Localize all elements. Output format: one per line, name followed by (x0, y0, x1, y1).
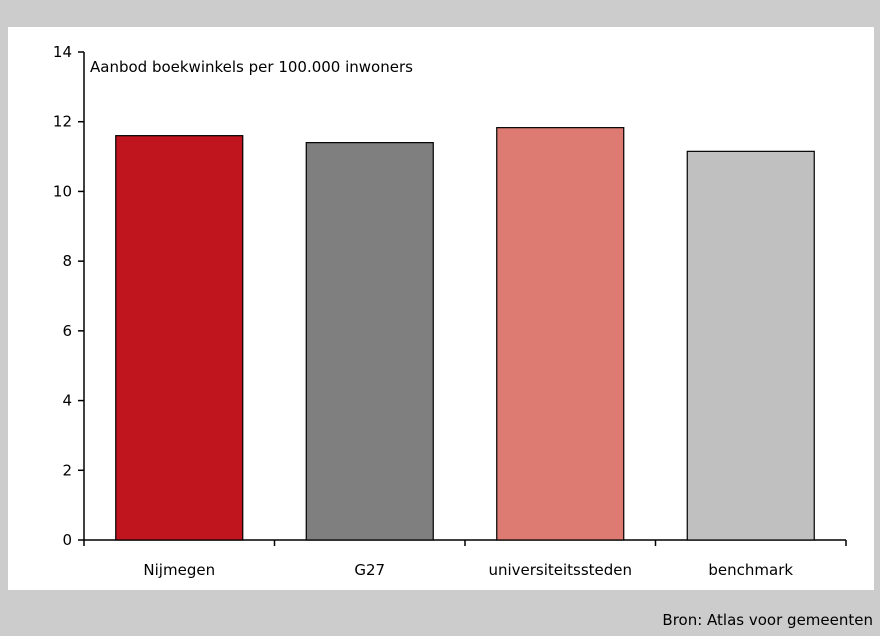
x-axis: Nijmegen G27 universiteitssteden benchmark (83, 539, 847, 579)
bars (115, 127, 815, 541)
y-tick-label: 4 (62, 392, 72, 410)
bar-universiteitssteden (496, 127, 625, 541)
y-axis: 0 2 4 6 8 10 12 14 (53, 43, 85, 549)
y-tick-label: 8 (62, 252, 72, 270)
bar-benchmark (686, 150, 815, 541)
x-tick-label: G27 (354, 561, 385, 579)
footer-bar: Bron: Atlas voor gemeenten (0, 590, 880, 636)
y-tick-label: 0 (62, 531, 72, 549)
y-tick-label: 12 (53, 113, 72, 131)
x-tick-label: Nijmegen (143, 561, 215, 579)
y-tick-label: 14 (53, 43, 72, 61)
bar-chart: 0 2 4 6 8 10 12 14 Nijmegen G27 universiteitssted… (53, 43, 847, 579)
source-note: Bron: Atlas voor gemeenten (662, 611, 873, 629)
bar-nijmegen (115, 135, 244, 541)
y-tick-label: 2 (62, 461, 72, 479)
x-tick-label: benchmark (708, 561, 793, 579)
plot-panel: 0 2 4 6 8 10 12 14 Nijmegen G27 universiteitssted… (8, 27, 874, 590)
chart-title: Aanbod boekwinkels per 100.000 inwoners (90, 58, 413, 76)
y-tick-label: 6 (62, 322, 72, 340)
bar-g27 (305, 142, 434, 541)
x-tick-label: universiteitssteden (488, 561, 632, 579)
y-tick-label: 10 (53, 182, 72, 200)
